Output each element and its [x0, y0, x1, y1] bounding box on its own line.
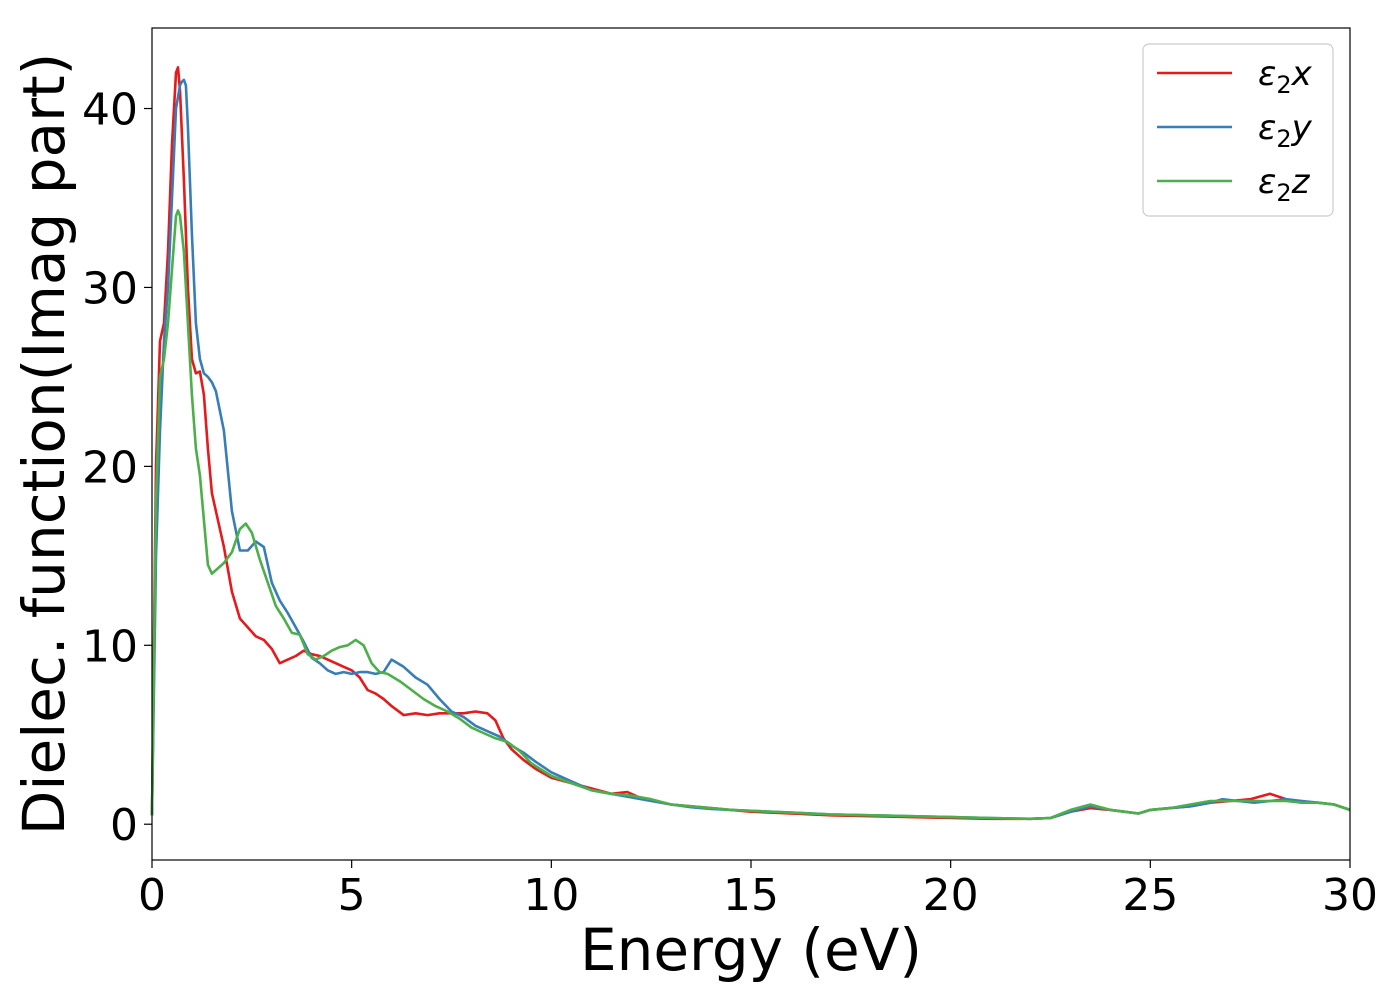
x-tick-label: 20: [923, 870, 979, 921]
y-axis: 0 10 20 30 40: [82, 85, 152, 851]
legend: ε2x ε2y ε2z: [1142, 43, 1334, 217]
x-tick-label: 30: [1322, 870, 1378, 921]
x-axis-label: Energy (eV): [580, 916, 922, 984]
y-tick-label: 0: [110, 800, 138, 851]
y-tick-label: 20: [82, 442, 138, 493]
legend-label-y: ε2y: [1258, 108, 1313, 153]
x-axis: 0 5 10 15 20 25 30: [138, 860, 1378, 921]
x-tick-label: 0: [138, 870, 166, 921]
x-tick-label: 15: [723, 870, 779, 921]
y-axis-label: Dielec. function(Imag part): [10, 53, 78, 836]
legend-label-x: ε2x: [1258, 54, 1313, 99]
x-tick-label: 25: [1122, 870, 1178, 921]
series-line-z: [150, 209, 1351, 821]
y-tick-label: 40: [82, 85, 138, 136]
x-tick-label: 10: [523, 870, 579, 921]
y-tick-label: 10: [82, 621, 138, 672]
plot-lines: [150, 66, 1351, 821]
legend-label-z: ε2z: [1258, 162, 1311, 207]
legend-box: [1142, 43, 1334, 217]
x-tick-label: 5: [338, 870, 366, 921]
y-tick-label: 30: [82, 263, 138, 314]
